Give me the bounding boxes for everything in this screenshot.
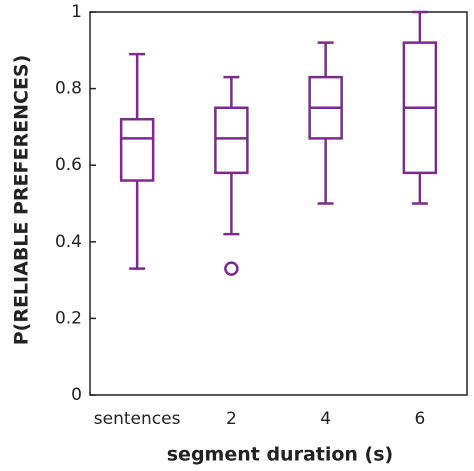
y-tick-label: 0.6 [55, 155, 82, 175]
y-tick-label: 0 [71, 385, 82, 405]
outlier [224, 261, 239, 276]
x-tick-label: sentences [94, 409, 181, 429]
y-tick-label: 1 [71, 2, 82, 22]
y-axis-label: P(RELIABLE PREFERENCES) [11, 55, 33, 346]
box [214, 106, 249, 175]
x-axis-label: segment duration (s) [167, 444, 394, 466]
plot-frame [89, 11, 468, 396]
x-tick-label: 2 [226, 409, 237, 429]
x-tick-label: 4 [320, 409, 331, 429]
box [119, 117, 155, 182]
y-tick-label: 0.4 [55, 232, 82, 252]
x-tick-label: 6 [414, 409, 425, 429]
y-tick-label: 0.2 [55, 308, 82, 328]
y-tick-label: 0.8 [55, 79, 82, 99]
